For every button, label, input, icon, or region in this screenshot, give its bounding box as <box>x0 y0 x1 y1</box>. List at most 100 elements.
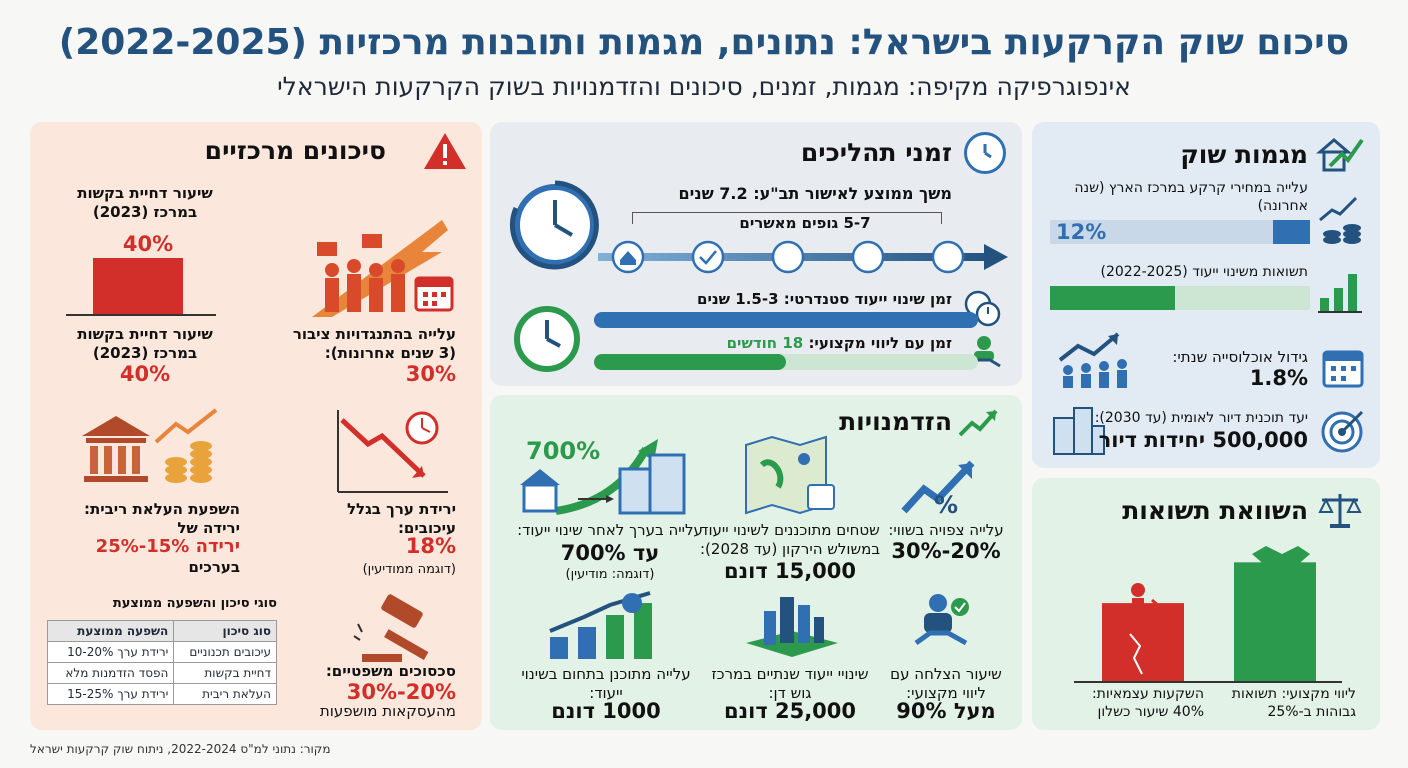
page-title: סיכום שוק הקרקעות בישראל: נתונים, מגמות … <box>58 22 1350 63</box>
areas-value: 15,000 דונם <box>723 559 857 583</box>
table-cell: העלאת ריבית <box>173 683 277 705</box>
bank-coins-icon <box>82 408 218 483</box>
approving-bodies-label: 5-7 גופים מאשרים <box>739 214 871 232</box>
pro-bar-fill <box>594 354 786 370</box>
returns-comparison-chart <box>1074 546 1342 683</box>
bar-chart-icon <box>1318 274 1362 313</box>
rejection-title: שיעור דחיית בקשות במרכז (2023) <box>77 184 213 221</box>
process-timeline <box>598 240 1008 274</box>
table-row: העלאת ריבית ירידת ערך 15-25% <box>46 683 277 705</box>
table-cell: דחיית בקשות <box>173 662 277 684</box>
map-icon <box>745 435 835 515</box>
table-cell: ירידת ערך 15-25% <box>46 683 175 705</box>
rate-value: 1000 דונם <box>551 699 661 723</box>
risk-table-title: סוגי סיכון והשפעה ממוצעת <box>112 596 277 611</box>
value-drop-clock-icon <box>337 410 448 493</box>
returns-bar-fill <box>1050 286 1175 310</box>
table-header: השפעה ממוצעת <box>46 620 175 642</box>
delay-note: (דוגמה ממודיעין) <box>362 562 456 577</box>
housing-label: יעד תוכנית דיור לאומית (עד 2030): <box>1094 410 1308 426</box>
table-cell: עיכובים תכנוניים <box>173 641 277 663</box>
scale-icon <box>1318 494 1362 528</box>
interest-suffix: בערכים <box>188 558 240 576</box>
rejection-baseline <box>66 314 216 316</box>
land-bar-track <box>1050 220 1310 244</box>
housing-value: 500,000 יחידות דיור <box>1098 428 1308 452</box>
land-bar-fill <box>1273 220 1310 244</box>
compare-heading: השוואת תשואות <box>1122 496 1308 525</box>
handshake-expert-icon <box>967 336 1001 368</box>
land-price-value: 12% <box>1056 220 1107 244</box>
pro-bar-track <box>594 354 978 370</box>
person-icon <box>1131 583 1145 597</box>
growth-badge: 700% <box>526 437 601 465</box>
professional-support-bar <box>1234 562 1316 682</box>
green-clock-icon <box>514 306 580 372</box>
population-label: גידול אוכלוסייה שנתי: <box>1172 348 1308 366</box>
protest-crowd-icon <box>312 220 448 317</box>
returns-comparison-panel: השוואת תשואות השקעות עצמאיות: 40% שיעור … <box>1032 478 1380 730</box>
city-icon <box>746 597 838 657</box>
population-icon <box>1058 332 1127 388</box>
success-label: שיעור הצלחה עם ליווי מקצועי: <box>890 665 1002 702</box>
risk-table: סוג סיכון השפעה ממוצעת עיכובים תכנוניים … <box>46 620 277 705</box>
house-to-building-icon <box>520 439 686 515</box>
returns-label: תשואות משינוי ייעוד (2022-2025) <box>1100 264 1309 280</box>
returns-bar-track <box>1050 286 1310 310</box>
table-header: סוג סיכון <box>173 620 277 642</box>
delay-label: ירידת ערך בגלל עיכובים: <box>346 500 456 537</box>
legal-suffix: מהעסקאות מושפעות <box>319 702 456 720</box>
rejection-value: 40% <box>119 362 171 386</box>
clock-icon <box>964 132 1006 174</box>
rate-label: עלייה מתוכנן בתחום בשינוי ייעוד: <box>521 665 691 702</box>
source-note: מקור: נתוני למ"ס 2022-2024, ניתוח שוק קר… <box>30 742 331 756</box>
success-value: מעל 90% <box>896 699 996 723</box>
pro-time-value: 18 חודשים <box>726 334 804 352</box>
handshake-icon <box>1252 546 1310 568</box>
page-subtitle: אינפוגרפיקה מקיפה: מגמות, זמנים, סיכונים… <box>277 72 1131 101</box>
expected-label: עלייה צפויה בשווי: <box>888 521 1004 539</box>
growth-note: (דוגמה: מודיעין) <box>565 567 655 582</box>
opportunities-heading: הזדמנויות <box>839 407 952 436</box>
growth-label: עלייה בערך לאחר שינוי ייעוד: <box>517 521 703 539</box>
legal-label: סכסוכים משפטיים: <box>325 662 456 680</box>
buildings-icon <box>1053 407 1105 455</box>
table-cell: הפסד הזדמנות מלא <box>46 662 175 684</box>
pro-time-row: זמן עם ליווי מקצועי: 18 חודשים <box>727 334 952 353</box>
market-trends-panel: מגמות שוק עלייה במחירי קרקע במרכז הארץ (… <box>1032 122 1380 468</box>
calendar-icon <box>414 276 454 312</box>
house-chart-icon <box>1316 138 1364 172</box>
interest-value: ירידה 15%-25% <box>95 536 240 557</box>
avg-approval-label: משך ממוצע לאישור תב"ע: 7.2 שנים <box>678 184 952 203</box>
protests-label: עלייה בהתנגדויות ציבור (3 שנים אחרונות): <box>292 325 456 362</box>
land-price-label: עלייה במחירי קרקע במרכז הארץ (שנה אחרונה… <box>1074 180 1308 214</box>
rejection-bar <box>93 258 183 314</box>
returns-value: 30%-50% <box>1052 286 1162 310</box>
calendar-icon <box>1322 350 1364 388</box>
interest-label: השפעת העלאת ריבית: ירידה של <box>83 500 240 537</box>
risks-heading: סיכונים מרכזיים <box>204 136 386 165</box>
areas-label: שטחים מתוכננים לשינוי ייעוד במשולש הירקו… <box>700 521 880 558</box>
target-icon <box>1321 410 1364 453</box>
yearly-label: שינויי ייעוד שנתיים במרכז גוש דן: <box>711 665 869 702</box>
standard-bar-fill <box>594 312 978 328</box>
percent-trend-icon: % <box>901 460 975 519</box>
standard-time-label: זמן שינוי ייעוד סטנדרטי: 1.5-3 שנים <box>697 290 952 308</box>
growth-bars-icon <box>549 591 652 659</box>
expected-value: 20%-30% <box>891 539 1001 563</box>
legal-value: 20%-30% <box>346 680 456 704</box>
timelines-heading: זמני תהליכים <box>800 138 952 167</box>
rejection-label: שיעור דחיית בקשות במרכז (2023) <box>77 325 213 362</box>
table-row: עיכובים תכנוניים ירידת ערך 10-20% <box>46 641 277 663</box>
warning-icon <box>424 133 466 169</box>
independent-label: השקעות עצמאיות: 40% שיעור כשלון <box>1091 686 1204 720</box>
standard-bar-track <box>594 312 978 328</box>
clocks-icon <box>964 290 1001 327</box>
opportunities-panel: הזדמנויות 700% עלייה בערך לאחר שינוי ייע… <box>490 395 1022 730</box>
table-row: דחיית בקשות הפסד הזדמנות מלא <box>46 662 277 684</box>
timelines-panel: זמני תהליכים משך ממוצע לאישור תב"ע: 7.2 … <box>490 122 1022 386</box>
svg-text:%: % <box>934 491 958 519</box>
pro-time-label: זמן עם ליווי מקצועי: <box>808 334 952 352</box>
trends-heading: מגמות שוק <box>1180 140 1308 169</box>
cycle-clock-icon <box>509 180 599 270</box>
